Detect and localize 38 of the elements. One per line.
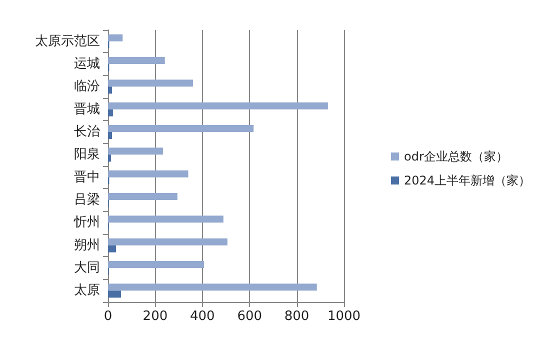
x-tick-label: 800 <box>284 309 310 324</box>
bar <box>108 57 165 64</box>
bar <box>108 170 188 178</box>
y-tick-label: 忻州 <box>73 215 100 230</box>
bar <box>108 102 328 110</box>
bar <box>108 34 123 42</box>
bar <box>108 284 317 291</box>
x-tick-label: 0 <box>104 309 112 324</box>
y-tick-label: 晋城 <box>74 102 100 117</box>
legend-label: 2024上半年新增（家） <box>404 174 531 188</box>
x-tick-label: 400 <box>190 309 215 324</box>
bar <box>108 193 178 200</box>
y-tick-label: 吕梁 <box>74 192 100 208</box>
y-tick-label: 运城 <box>74 56 100 72</box>
y-tick-label: 太原示范区 <box>35 34 100 49</box>
bar <box>108 80 193 87</box>
bar <box>108 109 113 116</box>
bar <box>108 132 112 139</box>
y-tick-label: 长治 <box>74 124 100 140</box>
bar <box>108 125 254 132</box>
x-tick-label: 600 <box>237 309 262 324</box>
y-tick-label: 临汾 <box>74 79 100 94</box>
legend-label: odr企业总数（家） <box>404 150 508 164</box>
y-tick-label: 晋中 <box>74 170 100 185</box>
bar <box>108 245 116 252</box>
y-tick-label: 太原 <box>74 283 100 298</box>
y-tick-label: 朔州 <box>74 238 100 253</box>
x-tick-label: 200 <box>142 309 168 324</box>
bar <box>108 154 112 162</box>
bar <box>108 238 228 246</box>
bar <box>108 290 121 298</box>
bar <box>108 216 224 223</box>
bar <box>108 261 204 268</box>
x-tick-label: 1000 <box>327 309 361 324</box>
y-tick-label: 大同 <box>74 260 100 276</box>
bar <box>108 148 163 155</box>
bar <box>108 86 112 94</box>
y-tick-label: 阳泉 <box>74 147 100 162</box>
